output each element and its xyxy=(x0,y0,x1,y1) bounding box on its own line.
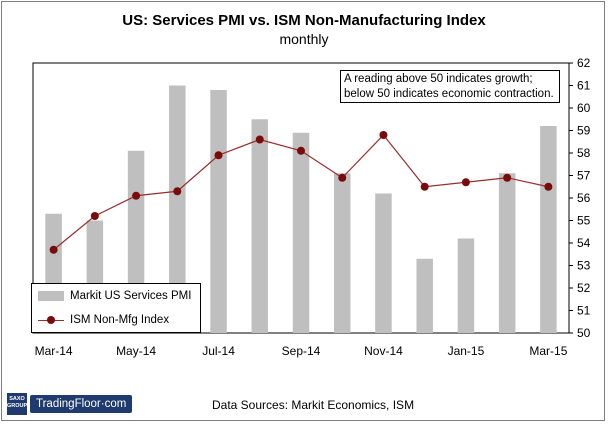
ism-point-Aug-14 xyxy=(255,135,264,144)
y-tick-label: 54 xyxy=(577,236,591,250)
ism-point-Apr-14 xyxy=(90,212,99,220)
y-tick-label: 50 xyxy=(577,326,591,340)
y-tick-label: 62 xyxy=(577,56,591,70)
ism-point-May-14 xyxy=(132,191,141,200)
ism-point-Jun-14 xyxy=(173,187,182,196)
bar-Sep-14 xyxy=(292,132,310,333)
note-line-2: below 50 indicates economic contraction. xyxy=(344,88,554,100)
legend-label-ism: ISM Non-Mfg Index xyxy=(70,314,170,326)
bar-Aug-14 xyxy=(251,119,269,333)
bar-Mar-15 xyxy=(540,126,557,333)
legend-label-pmi: Markit US Services PMI xyxy=(70,290,192,302)
tradingfloor-logo: SAXO GROUP TradingFloor·com xyxy=(7,393,133,415)
y-tick-label: 61 xyxy=(577,79,591,93)
ism-point-Nov-14 xyxy=(379,131,388,139)
legend-line-swatch xyxy=(38,315,64,325)
chart-title: US: Services PMI vs. ISM Non-Manufacturi… xyxy=(122,12,486,29)
ism-point-Mar-14 xyxy=(49,245,58,254)
x-tick-label: Jan-15 xyxy=(448,344,485,358)
y-tick-label: 59 xyxy=(577,124,591,138)
bar-Nov-14 xyxy=(375,193,392,333)
x-tick-label: Sep-14 xyxy=(282,344,321,358)
bar-Oct-14 xyxy=(333,173,351,333)
y-tick-label: 53 xyxy=(577,259,591,273)
bar-Dec-14 xyxy=(416,258,433,333)
note-line-1: A reading above 50 indicates growth; xyxy=(344,73,533,85)
saxo-group-logo: SAXO GROUP xyxy=(7,393,27,415)
tradingfloor-wordmark: TradingFloor·com xyxy=(30,395,133,413)
annotation-note: A reading above 50 indicates growth; bel… xyxy=(340,70,560,103)
legend-bar-swatch xyxy=(38,291,64,301)
bar-Jun-14 xyxy=(169,85,186,333)
bar-Jan-15 xyxy=(457,238,475,333)
bar-Jul-14 xyxy=(210,90,227,333)
data-sources: Data Sources: Markit Economics, ISM xyxy=(212,398,415,412)
y-tick-label: 51 xyxy=(577,304,591,318)
bar-Feb-15 xyxy=(498,173,516,333)
legend-item-ism: ISM Non-Mfg Index xyxy=(38,312,169,328)
x-tick-label: Jul-14 xyxy=(202,344,235,358)
y-tick-label: 57 xyxy=(577,169,591,183)
x-tick-label: Nov-14 xyxy=(364,344,403,358)
legend: Markit US Services PMI ISM Non-Mfg Index xyxy=(31,283,201,333)
chart-subtitle: monthly xyxy=(279,31,329,47)
ism-point-Jan-15 xyxy=(461,178,470,187)
ism-point-Mar-15 xyxy=(544,182,553,191)
ism-point-Feb-15 xyxy=(503,173,512,182)
y-tick-label: 55 xyxy=(577,214,591,228)
x-tick-label: Mar-14 xyxy=(35,344,73,358)
ism-point-Jul-14 xyxy=(214,151,223,160)
legend-item-pmi: Markit US Services PMI xyxy=(38,288,191,304)
y-tick-label: 58 xyxy=(577,146,591,160)
x-tick-label: Mar-15 xyxy=(529,344,567,358)
x-tick-label: May-14 xyxy=(116,344,156,358)
y-tick-label: 56 xyxy=(577,191,591,205)
ism-point-Sep-14 xyxy=(297,146,305,155)
y-tick-label: 52 xyxy=(577,281,591,295)
ism-point-Oct-14 xyxy=(338,173,347,182)
ism-point-Dec-14 xyxy=(420,182,429,191)
y-tick-label: 60 xyxy=(577,101,591,115)
